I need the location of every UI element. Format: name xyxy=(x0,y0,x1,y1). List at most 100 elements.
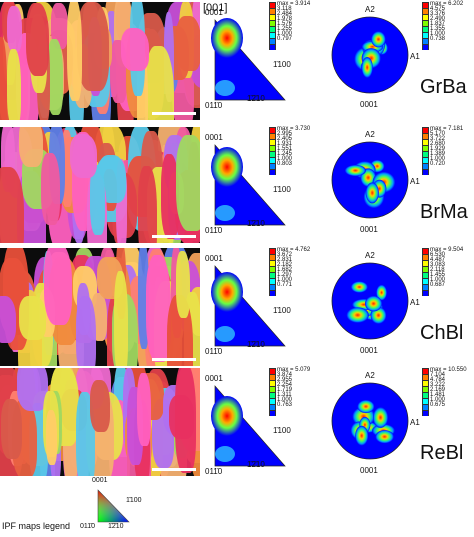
colorbar-swatch xyxy=(422,133,429,139)
pf-top-axis-label: A2 xyxy=(365,5,375,14)
pf-tick-label: 1.000 xyxy=(430,156,446,162)
ipf-tick-label: 0.803 xyxy=(277,161,293,167)
ipf-tick-label: 1.551 xyxy=(277,146,293,152)
pole-figure: max = 9.504 6.530 4.487 3.083 2.118 1.455 1.00… xyxy=(330,246,474,361)
ipf-tick-label: 2.182 xyxy=(277,262,293,268)
pf-right-axis-label: A1 xyxy=(410,298,420,307)
colorbar-swatch xyxy=(269,8,276,14)
density-hotspot xyxy=(211,18,243,58)
colorbar-swatch xyxy=(269,248,276,254)
ipf-tick-label: 1.978 xyxy=(277,16,293,22)
ipf-tick-label: 3.118 xyxy=(277,6,292,12)
grain xyxy=(6,5,22,52)
density-hotspot xyxy=(215,205,235,221)
pf-tick-label: 1.355 xyxy=(430,26,446,32)
pf-max-label: max = 6.202 xyxy=(430,1,464,7)
colorbar-swatch xyxy=(269,44,276,50)
grain xyxy=(16,368,49,412)
ipf-right-axis-label: 1̄100 xyxy=(273,426,291,435)
pole-figure-circle xyxy=(331,382,409,460)
ipf-triangle xyxy=(211,265,286,347)
pf-top-axis-label: A2 xyxy=(365,371,375,380)
colorbar-swatch xyxy=(269,20,276,26)
sample-row: max = 4.762 3.672 2.831 2.182 1.682 1.297 1.00… xyxy=(0,246,474,366)
scale-bar xyxy=(152,358,196,361)
grain xyxy=(89,380,110,433)
sample-row: max = 3.730 2.995 2.405 1.931 1.551 1.245 1.00… xyxy=(0,125,474,245)
scale-bar xyxy=(152,112,196,115)
ipf-map xyxy=(0,368,200,476)
legend-right-label: 1̄100 xyxy=(126,497,142,504)
colorbar-swatch xyxy=(269,380,276,386)
ipf-bottom-left-label: 011̄0 xyxy=(205,226,223,235)
colorbar-swatch xyxy=(422,2,429,8)
ipf-tick-label: 0.797 xyxy=(277,36,293,42)
pf-tick-label: 0.687 xyxy=(430,282,446,288)
colorbar-swatch xyxy=(269,2,276,8)
colorbar-swatch xyxy=(269,278,276,284)
grain xyxy=(77,2,109,92)
colorbar-swatch xyxy=(422,151,429,157)
colorbar-swatch xyxy=(422,127,429,133)
colorbar-swatch xyxy=(422,26,429,32)
pf-bottom-axis-label: 0001 xyxy=(360,225,378,234)
colorbar-swatch xyxy=(269,26,276,32)
grain xyxy=(43,248,72,325)
density-hotspot xyxy=(365,182,379,204)
grain xyxy=(175,250,191,318)
ipf-tick-label: 1.719 xyxy=(277,387,293,393)
colorbar-swatch xyxy=(269,32,276,38)
pf-bottom-axis-label: 0001 xyxy=(360,100,378,109)
density-hotspot xyxy=(215,80,235,96)
pf-tick-label: 4.575 xyxy=(430,6,446,12)
pf-colorbar: max = 10.550 7.104 4.784 3.222 2.169 1.481 1.0… xyxy=(422,367,467,416)
colorbar-swatch xyxy=(422,278,429,284)
ipf-tick-label: 1.576 xyxy=(277,21,293,27)
ipf-max-label: max = 3.914 xyxy=(277,1,311,7)
ipf-tick-label: 1.311 xyxy=(277,392,292,398)
density-hotspot xyxy=(350,281,368,293)
density-hotspot xyxy=(346,307,369,323)
ipf-bottom-mid-label: 1̄2̄10 xyxy=(247,340,265,349)
grain xyxy=(0,36,7,120)
grain xyxy=(90,165,105,235)
colorbar-swatch xyxy=(269,127,276,133)
density-hotspot xyxy=(364,295,383,312)
pf-colorbar: max = 9.504 6.530 4.487 3.083 2.118 1.455 1.00… xyxy=(422,247,463,296)
ipf-legend: IPF maps legend 0001 1̄100 011̄0 1̄2̄10 xyxy=(0,474,160,537)
colorbar-swatch xyxy=(422,374,429,380)
pf-colorbar: max = 7.181 5.170 3.722 2.680 1.929 1.389 1.00… xyxy=(422,126,463,175)
grain xyxy=(168,394,194,439)
ipf-max-label: max = 5.079 xyxy=(277,367,311,373)
ipf-density-plot: max = 4.762 3.672 2.831 2.182 1.682 1.297 1.00… xyxy=(203,246,328,361)
density-hotspot xyxy=(371,31,386,48)
pf-tick-label: 3.222 xyxy=(430,382,446,388)
ipf-tick-label: 0.771 xyxy=(277,282,293,288)
colorbar-swatch xyxy=(269,139,276,145)
ipf-bottom-left-label: 011̄0 xyxy=(205,347,223,356)
ipf-tick-label: 0.763 xyxy=(277,402,293,408)
ipf-tick-label: 1.000 xyxy=(277,156,293,162)
ipf-map xyxy=(0,248,200,366)
grain xyxy=(70,134,98,179)
colorbar-swatch xyxy=(269,260,276,266)
colorbar-swatch xyxy=(269,290,276,296)
ipf-legend-triangle xyxy=(97,489,130,523)
colorbar-swatch xyxy=(269,145,276,151)
grain xyxy=(25,2,49,76)
ipf-colorbar: max = 5.079 3.874 2.955 2.254 1.719 1.311 1.00… xyxy=(269,367,310,416)
ipf-triangle xyxy=(211,18,286,101)
density-hotspot xyxy=(215,446,235,462)
density-hotspot xyxy=(211,396,243,436)
legend-bottom-left-label: 011̄0 xyxy=(80,523,96,530)
grain xyxy=(160,153,180,239)
ipf-tick-label: 1.682 xyxy=(277,267,293,273)
colorbar-swatch xyxy=(422,272,429,278)
colorbar-swatch xyxy=(269,254,276,260)
grain xyxy=(46,38,63,115)
colorbar-swatch xyxy=(269,157,276,163)
grain xyxy=(120,27,150,72)
colorbar-swatch xyxy=(422,157,429,163)
ipf-tick-label: 1.000 xyxy=(277,397,293,403)
grain xyxy=(145,45,175,120)
